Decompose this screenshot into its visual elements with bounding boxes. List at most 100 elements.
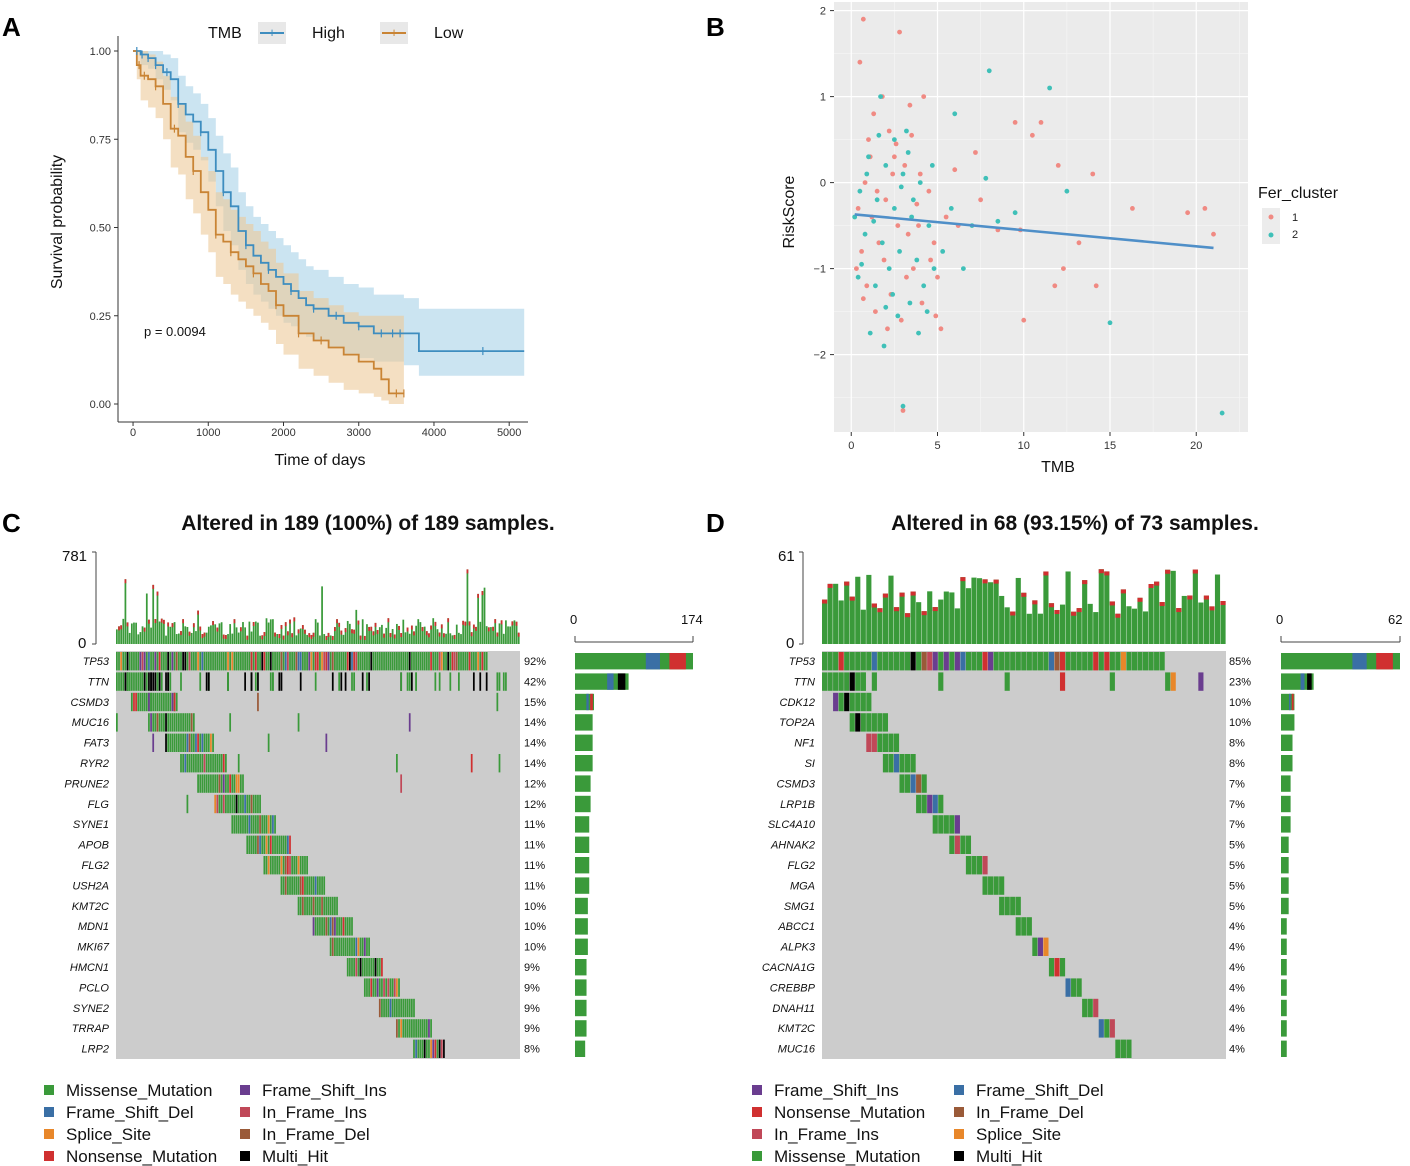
tmb-bar-segment <box>389 633 392 638</box>
x-tick-label: 0 <box>130 427 136 439</box>
tmb-bar <box>351 629 353 644</box>
gene-count-bar <box>575 775 591 792</box>
mutation-cell <box>133 652 135 671</box>
tmb-bar-segment <box>511 621 514 626</box>
mutation-cell <box>225 794 227 814</box>
tmb-bar <box>231 633 234 644</box>
gene-label: SYNE1 <box>73 819 109 831</box>
point-cluster-2 <box>914 257 920 263</box>
point-cluster-1 <box>862 180 868 186</box>
mutation-cell <box>877 652 883 671</box>
mutation-cell <box>855 713 861 732</box>
mutation-cell <box>272 815 274 834</box>
tmb-bar <box>261 635 264 644</box>
tmb-bar-segment <box>496 632 499 637</box>
tmb-bar-segment <box>124 579 127 584</box>
point-cluster-2 <box>898 184 904 190</box>
mutation-cell <box>312 917 315 936</box>
tmb-bar-segment <box>434 621 437 626</box>
mutation-cell <box>254 815 257 834</box>
mutation-cell <box>988 652 994 671</box>
mutation-cell <box>353 672 356 691</box>
tmb-bar-segment <box>293 617 296 622</box>
mutation-cell <box>413 1019 415 1038</box>
tmb-bar <box>192 623 195 644</box>
mutation-cell <box>481 652 484 671</box>
panel-letter-b: B <box>706 12 725 42</box>
mutation-matrix <box>116 651 520 1059</box>
mutation-cell <box>139 692 142 712</box>
mutation-cell <box>316 917 319 936</box>
mutation-cell <box>976 652 983 671</box>
mutation-cell <box>130 672 133 691</box>
gene-count-bar <box>575 795 591 813</box>
mutation-cell <box>195 652 197 671</box>
mutation-cell <box>278 856 281 875</box>
mutation-cell <box>383 978 385 997</box>
tmb-bar <box>361 619 364 644</box>
mutation-cell <box>289 876 291 895</box>
tmb-bar-segment <box>494 619 497 624</box>
mutation-cell <box>1087 652 1093 671</box>
mutation-cell <box>261 652 264 671</box>
mutation-cell <box>993 876 999 895</box>
tmb-bar-segment <box>1220 601 1226 606</box>
mutation-cell <box>227 794 229 814</box>
percent-label: 14% <box>524 738 546 750</box>
tmb-bar <box>278 634 281 644</box>
mutation-cell <box>239 815 242 834</box>
point-cluster-2 <box>897 249 902 254</box>
tmb-bar <box>212 621 214 644</box>
mutation-cell <box>344 652 347 671</box>
mutation-cell <box>325 652 328 671</box>
mutation-cell <box>932 794 938 814</box>
mutation-cell <box>299 876 302 895</box>
mutation-cell <box>190 713 193 732</box>
mutation-cell <box>122 672 125 691</box>
point-cluster-2 <box>1219 410 1225 416</box>
tmb-bar-segment <box>982 579 988 584</box>
mutation-cell <box>1120 1039 1126 1058</box>
mutation-cell <box>827 652 833 671</box>
point-cluster-1 <box>857 59 863 65</box>
mutation-cell <box>415 1039 417 1058</box>
legend-swatch <box>240 1107 250 1117</box>
tmb-bar <box>479 621 482 644</box>
gene-count-bar <box>1281 836 1289 853</box>
tmb-bar <box>287 631 289 644</box>
mutation-cell <box>299 672 302 691</box>
mutation-cell <box>175 733 178 752</box>
mutation-cell <box>1159 652 1165 671</box>
tmb-bar <box>976 578 983 644</box>
mutation-cell <box>1048 958 1055 977</box>
point-cluster-1 <box>854 266 859 271</box>
tmb-bar <box>340 630 343 644</box>
legend-swatch <box>954 1129 964 1139</box>
mutation-cell <box>400 652 403 671</box>
mutation-cell <box>1037 652 1043 671</box>
mutation-cell <box>1026 917 1032 936</box>
tmb-bar-segment <box>466 569 469 574</box>
mutation-cell <box>222 794 225 814</box>
point-cluster-1 <box>1012 120 1018 125</box>
percent-labels: 85%23%10%10%8%8%7%7%7%5%5%5%5%4%4%4%4%4%… <box>1229 656 1251 1056</box>
mutation-cell <box>1004 672 1010 691</box>
mutation-cell <box>413 1039 415 1058</box>
tmb-bar-segment <box>252 622 255 627</box>
point-cluster-1 <box>881 257 887 263</box>
mutation-cell <box>239 794 242 814</box>
mutation-cell <box>289 652 291 671</box>
tmb-bar-segment <box>192 623 195 628</box>
tmb-bar <box>207 626 210 644</box>
mutation-cell <box>310 896 313 916</box>
tmb-bar <box>445 633 447 644</box>
point-cluster-2 <box>862 231 868 237</box>
point-cluster-2 <box>895 313 901 319</box>
tmb-bar-segment <box>1021 592 1027 597</box>
percent-label: 7% <box>1229 819 1245 831</box>
tmb-bar-segment <box>421 627 424 632</box>
legend-label: Missense_Mutation <box>66 1081 212 1100</box>
mutation-cell <box>160 692 163 712</box>
legend-swatch <box>240 1085 250 1095</box>
